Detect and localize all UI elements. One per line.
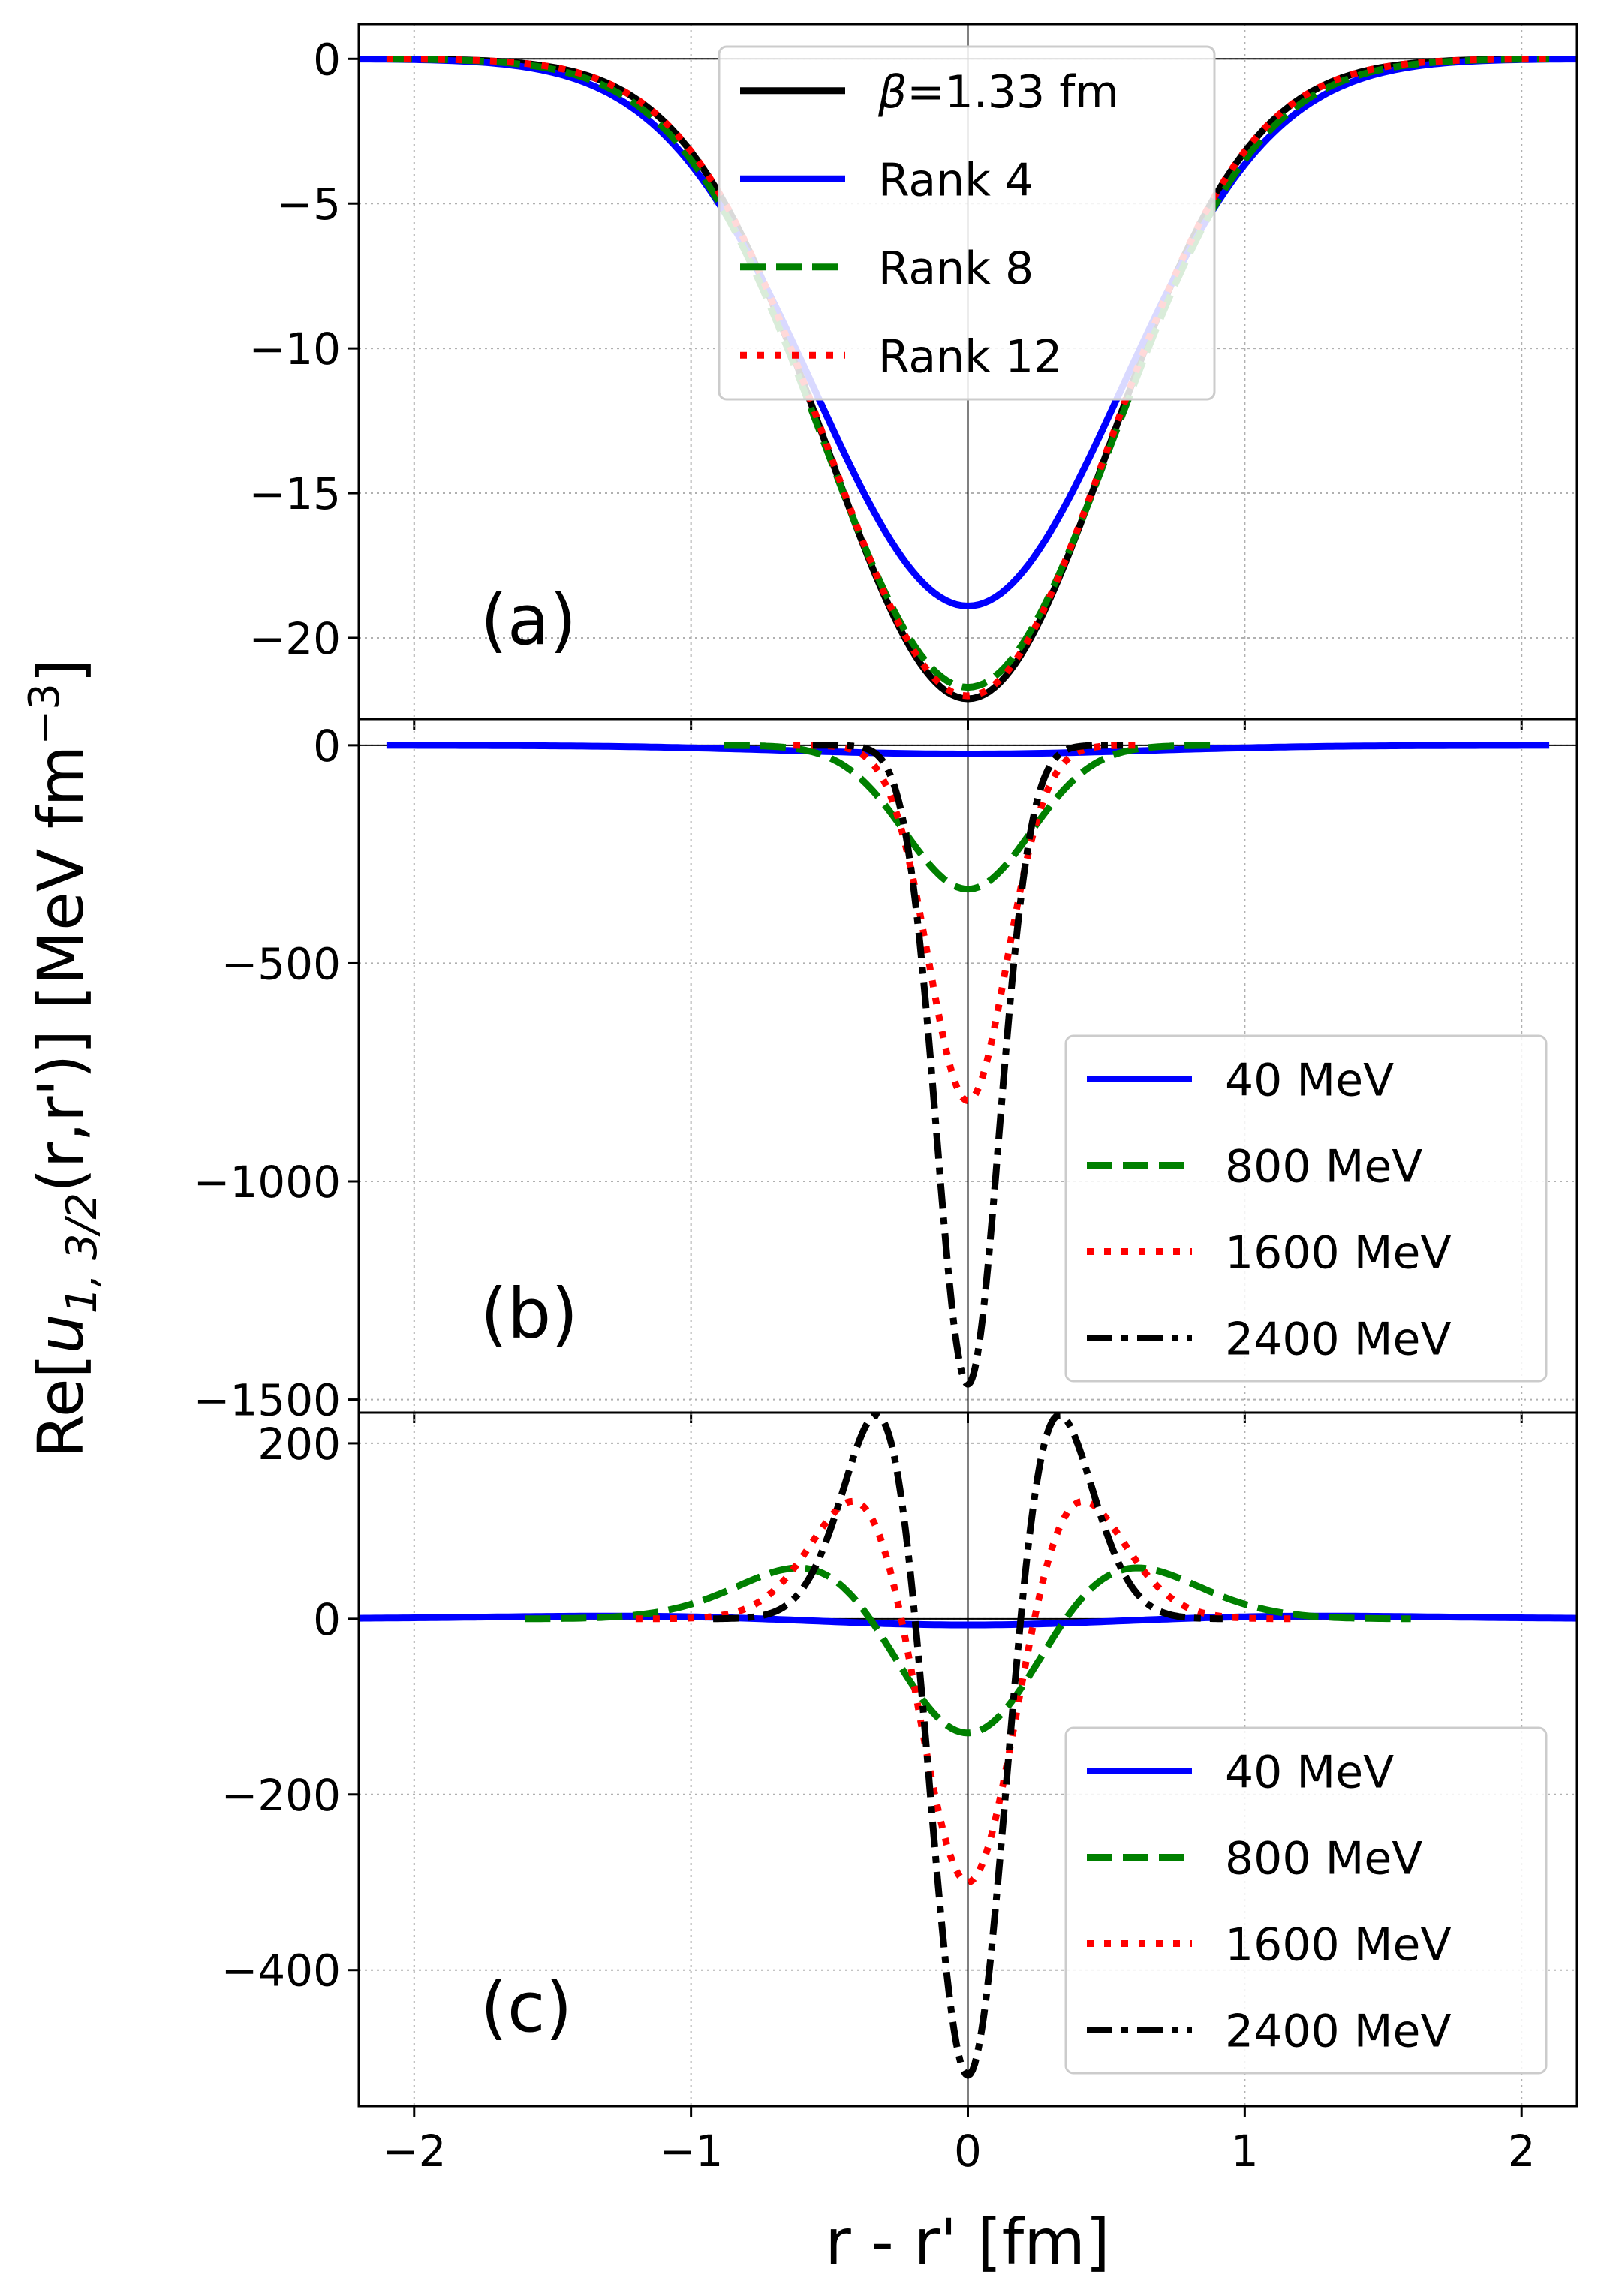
panel-c-legend: 40 MeV 800 MeV 1600 MeV 2400 MeV xyxy=(1064,1726,1548,2075)
panel-c: 200 0 −200 −400 −2 −1 0 1 2 (c) 40 MeV 800 MeV 1600 … xyxy=(221,1411,1578,2177)
panel-b-legend: 40 MeV 800 MeV 1600 MeV 2400 MeV xyxy=(1064,1034,1548,1383)
panel-c-legend-label: 2400 MeV xyxy=(1225,2006,1452,2058)
panel-b: 0 −500 −1000 −1500 (b) 40 MeV 800 MeV 1600 MeV 2… xyxy=(194,718,1578,1426)
panel-c-series-group xyxy=(359,1413,1577,2079)
panel-c-tag: (c) xyxy=(480,1967,572,2048)
panel-c-ytick-label: 200 xyxy=(257,1419,341,1470)
panel-a-tag: (a) xyxy=(480,580,576,661)
panel-a-ytick-label: −15 xyxy=(249,468,341,519)
panel-c-xtick-label: 0 xyxy=(954,2126,982,2177)
panel-a-ytick-label: −10 xyxy=(249,323,341,375)
panel-b-ytick-label: −1000 xyxy=(194,1157,341,1208)
panel-b-series-group xyxy=(386,742,1550,1388)
panel-c-legend-frame xyxy=(1064,1726,1548,2075)
panel-b-legend-label: 1600 MeV xyxy=(1225,1227,1452,1280)
panel-c-legend-label: 40 MeV xyxy=(1225,1747,1394,1799)
panel-a-ytick-label: −20 xyxy=(249,613,341,664)
panel-b-ytick-label: −500 xyxy=(221,938,341,989)
panel-a-ytick-label: −5 xyxy=(277,179,342,230)
y-axis-label-suffix: ] xyxy=(24,658,98,683)
panel-b-series-800-mev xyxy=(723,742,1213,893)
panel-b-tag: (b) xyxy=(480,1274,578,1354)
panel-b-legend-label: 2400 MeV xyxy=(1225,1314,1452,1366)
panel-c-series-2400-mev xyxy=(712,1413,1224,2079)
panel-a: 0 −5 −10 −15 −20 (a) β=1.33 fm Rank 4 Rank 8 Rank… xyxy=(249,23,1578,730)
panel-c-ytick-label: 0 xyxy=(313,1594,341,1645)
y-axis-label-prefix: Re[ xyxy=(24,1354,98,1458)
panel-b-legend-frame xyxy=(1064,1034,1548,1383)
panel-c-legend-label: 800 MeV xyxy=(1225,1833,1422,1885)
panel-b-series-40-mev xyxy=(386,742,1550,757)
panel-a-legend: β=1.33 fm Rank 4 Rank 8 Rank 12 xyxy=(718,45,1216,401)
panel-a-series-rank-12 xyxy=(386,56,1550,700)
x-axis-label: r - r' [fm] xyxy=(825,2205,1110,2279)
panel-a-legend-label: β=1.33 fm xyxy=(877,66,1119,119)
panel-c-ytick-label: −200 xyxy=(221,1770,341,1821)
y-axis-label-symbol: u xyxy=(24,1314,98,1353)
panel-a-ytick-label: 0 xyxy=(313,34,341,85)
panel-c-ytick-label: −400 xyxy=(221,1945,341,1997)
y-axis-label-rest: (r,r')] [MeV fm xyxy=(24,745,98,1193)
panel-b-legend-label: 40 MeV xyxy=(1225,1055,1394,1107)
panel-c-xtick-label: −1 xyxy=(659,2126,724,2177)
panel-a-legend-frame xyxy=(718,45,1216,401)
panel-a-legend-label: Rank 12 xyxy=(878,330,1062,383)
panel-c-xtick-label: −2 xyxy=(382,2126,447,2177)
panel-a-series-rank-4 xyxy=(359,56,1577,609)
panel-a-series-group xyxy=(359,56,1577,703)
panel-a-legend-label: Rank 8 xyxy=(878,242,1034,295)
panel-c-xtick-label: 1 xyxy=(1231,2126,1259,2177)
panel-c-series-800-mev xyxy=(525,1564,1411,1737)
y-axis-label: Re[u1, 3/2(r,r')] [MeV fm−3] xyxy=(20,658,107,1458)
y-axis-label-superscript: −3 xyxy=(20,683,69,745)
y-axis-label-subscript: 1, 3/2 xyxy=(58,1193,107,1314)
panel-b-ytick-label: 0 xyxy=(313,721,341,772)
panel-a-legend-label: Rank 4 xyxy=(878,154,1034,206)
panel-c-legend-label: 1600 MeV xyxy=(1225,1919,1452,1972)
panel-b-series-2400-mev xyxy=(811,742,1125,1388)
panel-a-legend-label-rest: =1.33 fm xyxy=(907,66,1119,119)
panel-c-xtick-label: 2 xyxy=(1508,2126,1536,2177)
panel-b-ytick-label: −1500 xyxy=(194,1375,341,1426)
panel-a-legend-label-symbol: β xyxy=(877,66,907,119)
panel-b-legend-label: 800 MeV xyxy=(1225,1141,1422,1193)
